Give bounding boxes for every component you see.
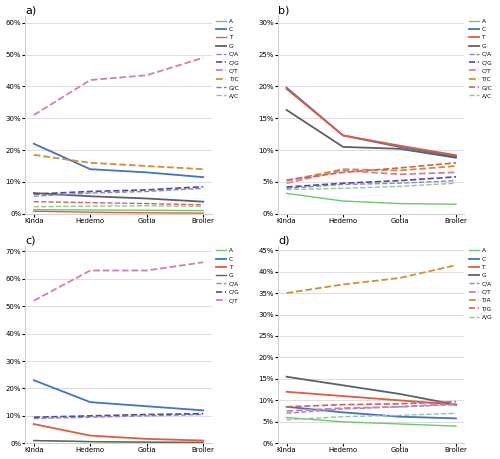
Text: d): d) <box>278 235 289 245</box>
Legend: A, C, T, G, C/A, C/G, C/T, T/C, G/C, A/C: A, C, T, G, C/A, C/G, C/T, T/C, G/C, A/C <box>466 17 494 101</box>
Text: a): a) <box>26 6 36 16</box>
Text: c): c) <box>26 235 36 245</box>
Legend: A, C, T, G, C/A, C/T, T/A, T/G, A/G: A, C, T, G, C/A, C/T, T/A, T/G, A/G <box>466 246 494 322</box>
Text: b): b) <box>278 6 289 16</box>
Legend: A, C, T, G, C/A, C/G, C/T: A, C, T, G, C/A, C/G, C/T <box>214 246 242 305</box>
Legend: A, C, T, G, C/A, C/G, C/T, T/C, G/C, A/C: A, C, T, G, C/A, C/G, C/T, T/C, G/C, A/C <box>214 17 242 101</box>
